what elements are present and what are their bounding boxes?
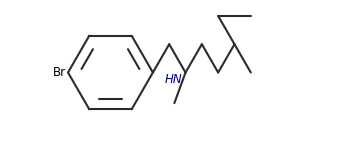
Text: HN: HN: [164, 73, 182, 86]
Text: Br: Br: [53, 66, 66, 79]
